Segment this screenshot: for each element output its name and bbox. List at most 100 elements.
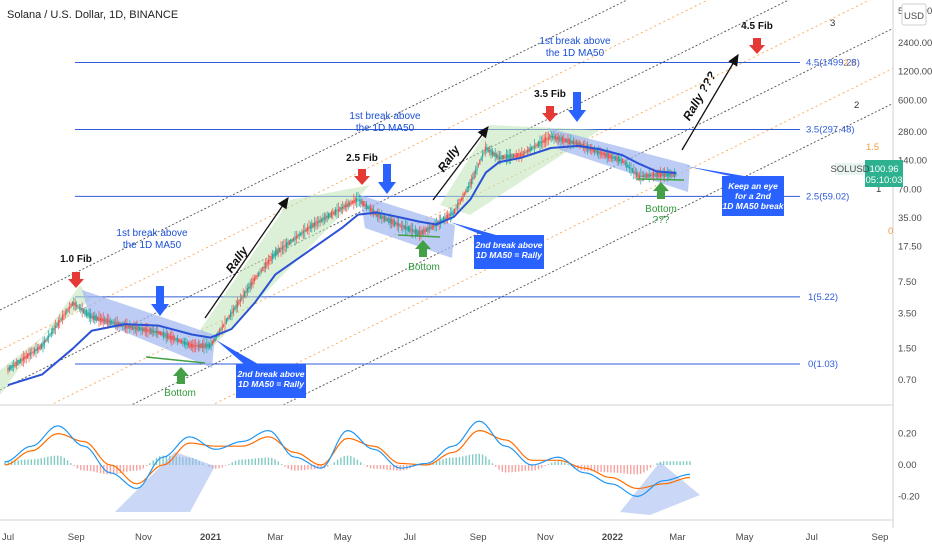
candle-body: [675, 173, 677, 176]
candle-body: [209, 343, 211, 349]
price-tick-label: 1.50: [898, 343, 917, 354]
candle-body: [601, 152, 603, 155]
candle-body: [309, 225, 311, 229]
candle-body: [603, 153, 605, 156]
candle-body: [239, 298, 241, 302]
candle-body: [470, 178, 472, 185]
candle-body: [657, 172, 659, 177]
candle-body: [146, 328, 148, 332]
candle-body: [301, 231, 303, 235]
candle-body: [279, 247, 281, 253]
candle-body: [216, 335, 218, 338]
candle-body: [596, 149, 598, 155]
candle-body: [340, 207, 342, 210]
candle-body: [315, 220, 317, 227]
candle-body: [626, 161, 628, 168]
candle-body: [298, 234, 300, 237]
candle-body: [386, 218, 388, 221]
series-lines: [7, 144, 677, 386]
candle-body: [564, 138, 566, 143]
candle-body: [288, 240, 290, 245]
bottom-label-3: Bottom: [645, 204, 677, 215]
candle-body: [151, 329, 153, 334]
candle-body: [617, 156, 619, 162]
candle-body: [364, 203, 366, 206]
candle-body: [623, 161, 625, 164]
candle-body: [608, 153, 610, 159]
candle-body: [160, 331, 162, 336]
rally-arrow-2: [432, 125, 489, 201]
callout-box-1-text: 1D MA50 = Rally: [238, 379, 305, 389]
candle-body: [412, 229, 414, 232]
candle-body: [573, 140, 575, 145]
candle-body: [652, 172, 654, 178]
candle-body: [231, 311, 233, 314]
candle-body: [189, 342, 191, 348]
candle-body: [28, 353, 30, 357]
candle-body: [636, 171, 638, 178]
candle-body: [454, 208, 456, 215]
symbol-label: SOLUSD: [830, 164, 869, 175]
candle-body: [353, 200, 355, 204]
candle-body: [664, 171, 666, 178]
candle-body: [221, 325, 223, 330]
candle-body: [158, 331, 160, 335]
candle-body: [329, 212, 331, 218]
candle-body: [668, 171, 670, 177]
candle-body: [641, 175, 643, 178]
candle-body: [311, 223, 313, 229]
candle-body: [328, 213, 330, 219]
currency-label: USD: [904, 11, 924, 22]
channel-label: 0: [888, 226, 893, 237]
chart-title: Solana / U.S. Dollar, 1D, BINANCE: [7, 9, 178, 21]
candle-body: [83, 308, 85, 314]
callout-box-3-text: 1D MA50 break: [723, 201, 785, 211]
candle-body: [312, 222, 314, 228]
currency-badge[interactable]: [901, 3, 927, 26]
candle-body: [414, 229, 416, 235]
candle-body: [630, 168, 632, 170]
candle-body: [115, 321, 117, 325]
candle-body: [63, 314, 65, 317]
candle-body: [602, 151, 604, 156]
bottom-support-1: [145, 356, 206, 364]
candle-body: [556, 136, 558, 140]
red-arrow-icon: [749, 38, 765, 54]
candle-body: [134, 327, 136, 329]
candle-body: [281, 246, 283, 250]
countdown: 05:10:03: [866, 175, 903, 186]
candle-body: [371, 207, 373, 214]
candle-body: [648, 174, 650, 177]
time-tick-label: Mar: [267, 532, 283, 543]
candle-body: [274, 250, 276, 257]
candle-body: [531, 147, 533, 150]
candle-body: [165, 332, 167, 339]
candle-body: [206, 343, 208, 349]
candle-body: [613, 156, 615, 159]
candle-body: [542, 140, 544, 143]
candle-body: [477, 164, 479, 167]
candle-body: [629, 167, 631, 169]
candle-body: [98, 316, 100, 322]
candle-body: [113, 322, 115, 324]
candle-body: [174, 338, 176, 340]
candle-body: [97, 317, 99, 321]
candle-body: [500, 156, 502, 159]
candle-body: [360, 199, 362, 204]
candle-body: [140, 327, 142, 331]
candle-body: [451, 212, 453, 216]
red-arrow-icon: [68, 272, 84, 288]
candle-body: [13, 364, 15, 367]
candle-body: [631, 168, 633, 173]
time-axis[interactable]: Jul Sep Nov 2021 Mar May Jul Sep Nov 2022 Mar May Ju…: [2, 532, 889, 543]
candle-body: [224, 322, 226, 324]
candle-body: [50, 332, 52, 334]
candle-body: [232, 308, 234, 313]
macd-zone: [115, 452, 215, 512]
candle-body: [76, 305, 78, 307]
fib-level-label: 2.5(59.02): [806, 191, 849, 202]
candle-body: [109, 319, 111, 325]
candle-body: [133, 325, 135, 330]
candle-body: [347, 202, 349, 207]
